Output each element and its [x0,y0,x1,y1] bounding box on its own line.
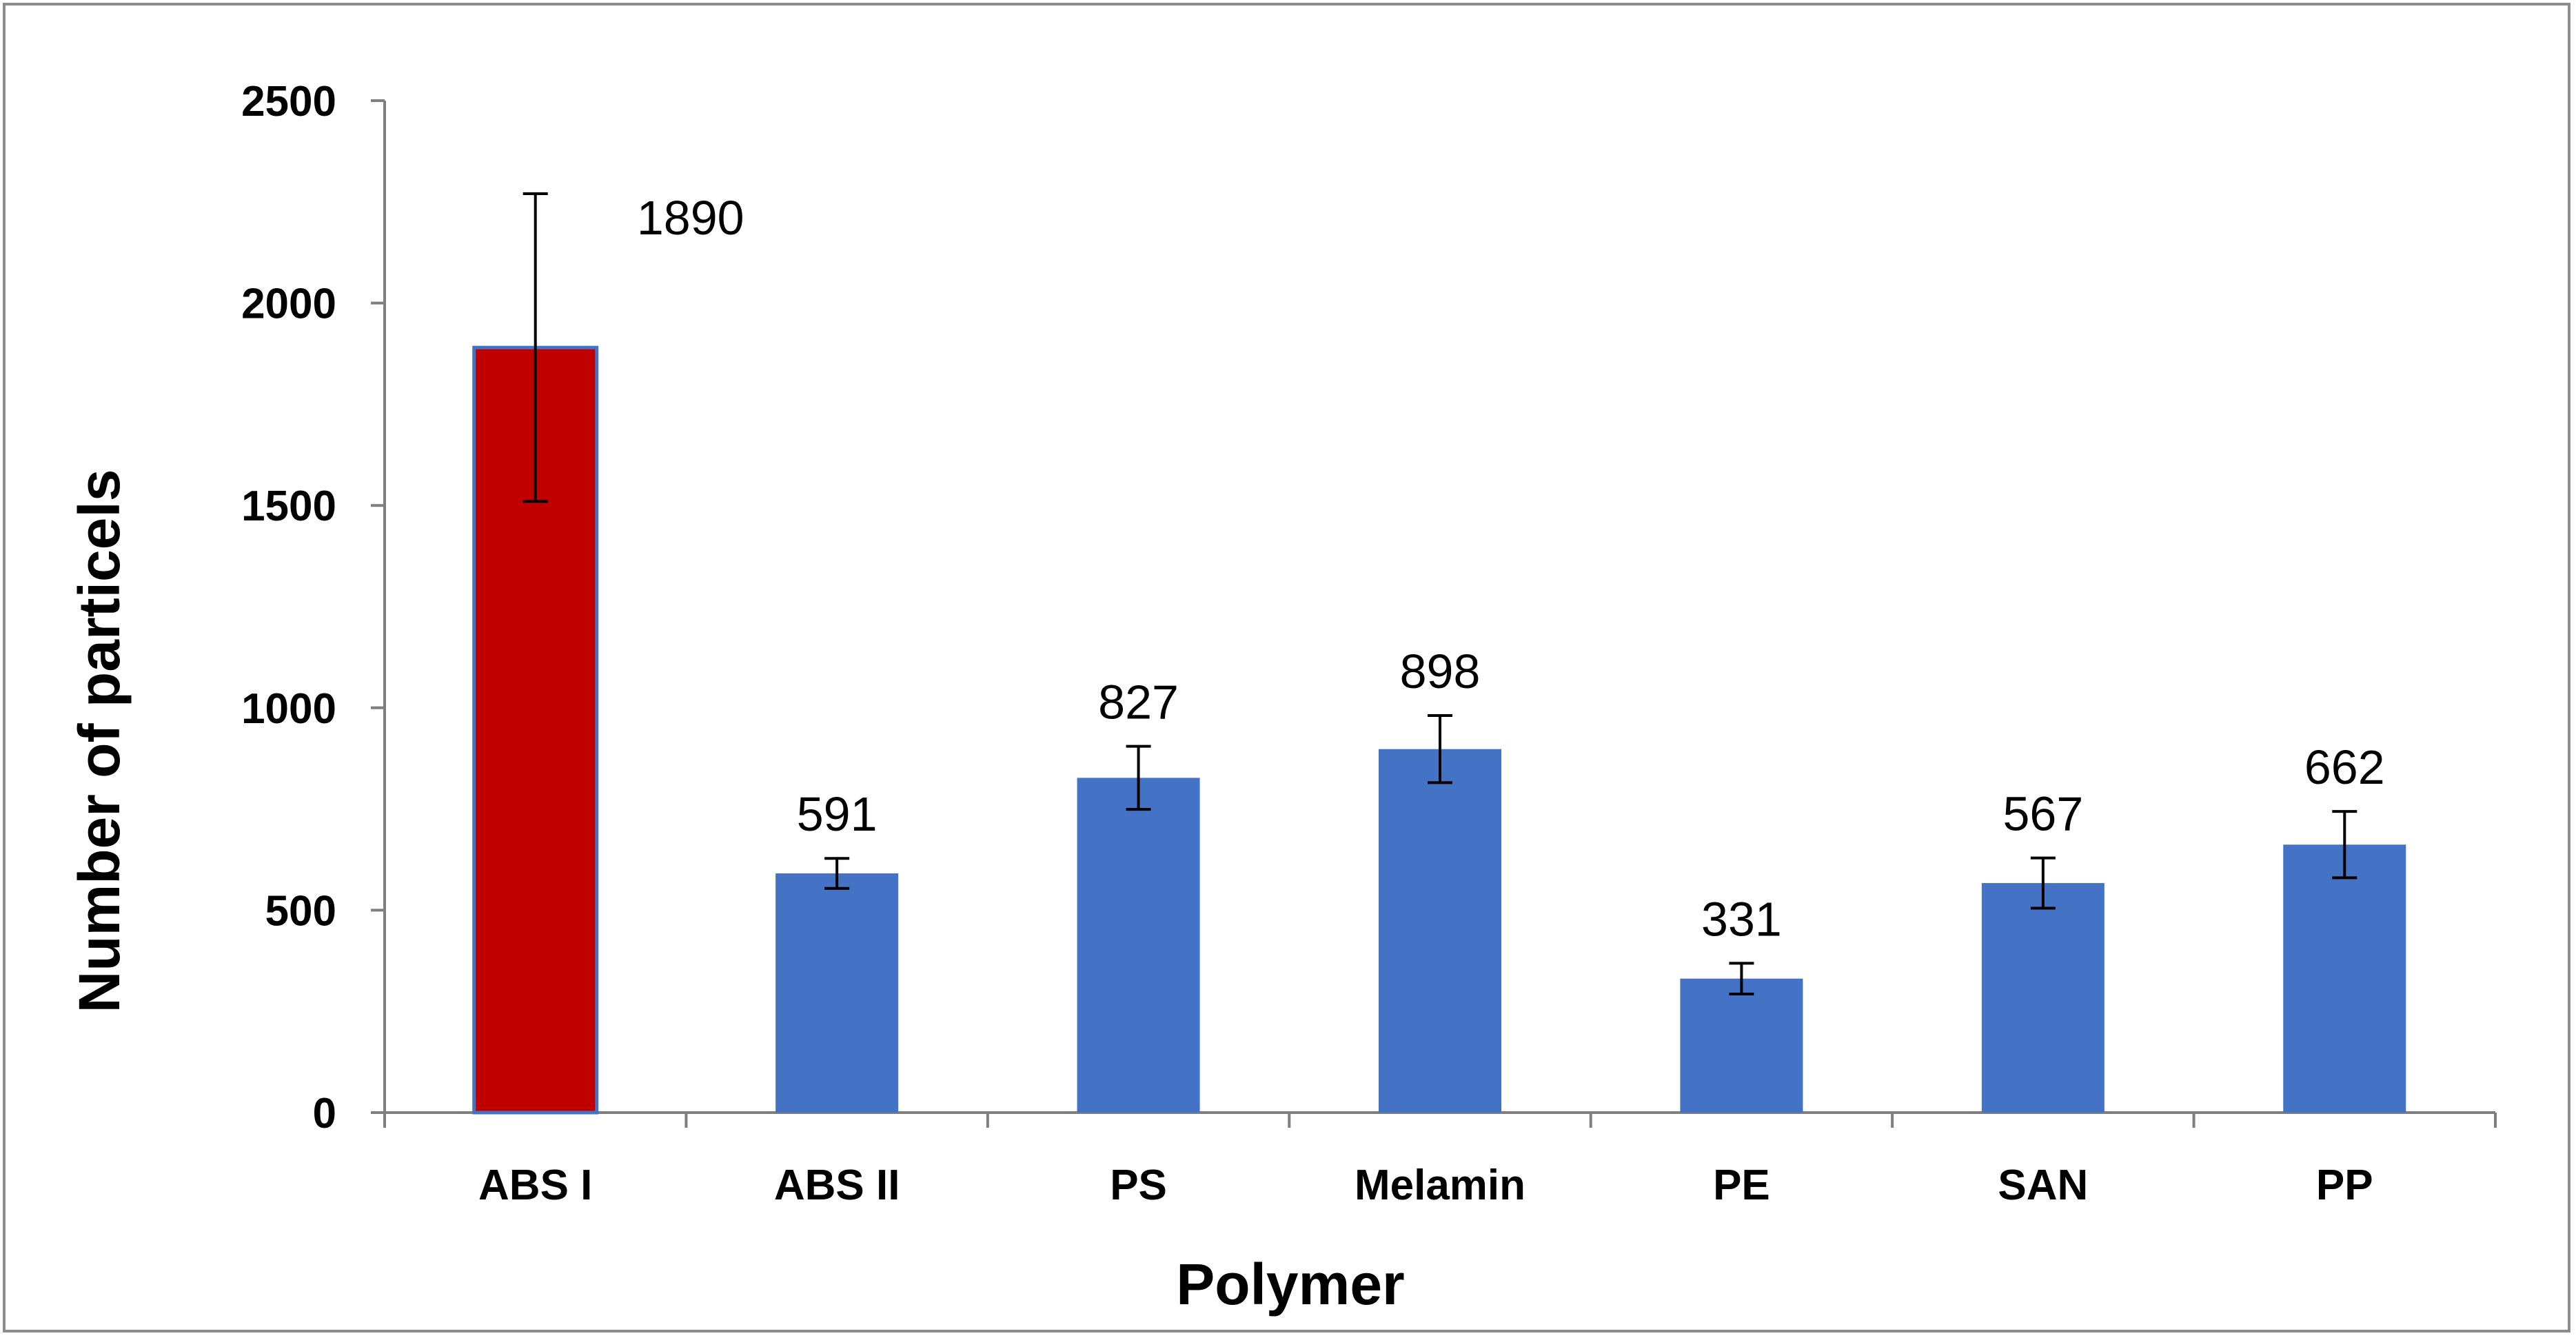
data-label: 662 [2304,740,2385,794]
x-tick-label: PP [2316,1162,2373,1209]
data-label: 591 [797,787,878,841]
bar-pp [2283,844,2406,1113]
axes: 0 500 1000 1500 2000 2500 [241,78,2497,1137]
y-tick-label: 2500 [241,78,336,125]
x-tick-label: SAN [1998,1162,2088,1209]
bar-abs-ii [775,873,899,1113]
bars [472,345,2406,1115]
y-tick-label: 2000 [241,281,336,328]
chart-frame [3,3,2570,1332]
y-axis-title: Number of particels [67,469,132,1013]
data-label: 331 [1701,892,1782,946]
bar-melamin [1379,749,1501,1113]
labels: ABS I 1890 ABS II 591 PS 827 Melamin 898 PE 331 SA… [478,191,2385,1209]
y-tick-label: 0 [313,1090,336,1137]
x-tick-label: Melamin [1355,1162,1525,1209]
x-tick-label: PE [1713,1162,1770,1209]
data-label: 567 [2002,787,2083,841]
error-bars [523,192,2357,995]
data-label: 898 [1400,645,1481,698]
x-axis-title: Polymer [1176,1252,1405,1317]
y-tick-label: 500 [265,887,336,935]
x-tick-label: PS [1110,1162,1167,1209]
data-label: 827 [1098,676,1179,729]
y-tick-label: 1000 [241,685,336,733]
bar-ps [1077,778,1200,1113]
bar-pe [1680,978,1803,1113]
y-tick-label: 1500 [241,483,336,530]
bar-san [1981,883,2105,1113]
x-tick-label: ABS II [774,1162,900,1209]
x-tick-label: ABS I [478,1162,592,1209]
data-label: 1890 [637,191,744,245]
